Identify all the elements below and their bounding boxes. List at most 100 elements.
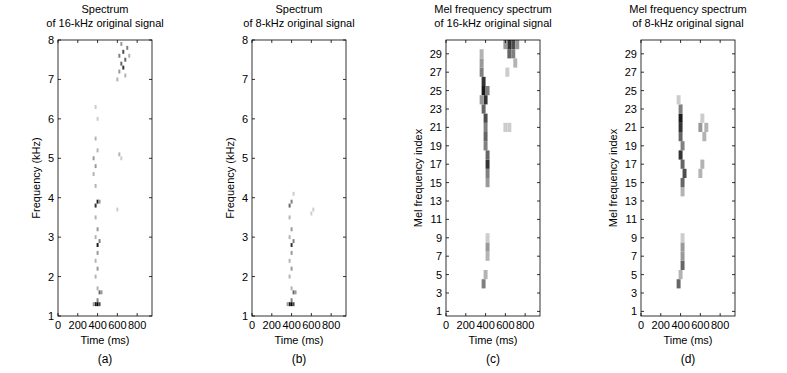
- y-tick: [537, 53, 540, 54]
- y-tick: [446, 109, 449, 110]
- y-tick: [732, 256, 735, 257]
- y-tick: [446, 219, 449, 220]
- y-tick: [641, 182, 644, 183]
- cell: [97, 302, 99, 306]
- title-line: Mel frequency spectrum: [629, 3, 746, 15]
- cell: [484, 123, 488, 132]
- x-tick-label: 600: [302, 319, 320, 331]
- y-tick: [252, 40, 255, 41]
- y-tick-label: 11: [431, 213, 442, 225]
- y-tick: [641, 53, 644, 54]
- cell: [289, 204, 291, 208]
- x-tick: [137, 40, 138, 43]
- cell: [679, 104, 683, 113]
- cell: [681, 141, 685, 150]
- x-tick: [700, 313, 701, 316]
- y-tick: [537, 145, 540, 146]
- cell: [482, 77, 486, 86]
- x-tick: [97, 40, 98, 43]
- cell: [681, 187, 685, 196]
- y-tick: [732, 274, 735, 275]
- cell: [507, 40, 511, 49]
- y-tick-label: 21: [625, 121, 637, 133]
- cell: [484, 95, 488, 104]
- cell: [679, 150, 683, 159]
- cell: [95, 259, 97, 263]
- cell: [291, 227, 293, 231]
- cell: [95, 275, 97, 279]
- x-tick-label: 800: [322, 319, 340, 331]
- cell: [486, 86, 490, 95]
- cell: [289, 302, 291, 306]
- y-tick: [537, 311, 540, 312]
- cell: [97, 298, 99, 302]
- x-tick: [77, 313, 78, 316]
- cell: [482, 279, 486, 288]
- y-tick: [537, 219, 540, 220]
- x-tick: [680, 313, 681, 316]
- cell: [289, 259, 291, 263]
- panel: 02004006008001357911131517192123252729Ti…: [412, 3, 552, 366]
- x-tick: [77, 40, 78, 43]
- cell: [293, 290, 295, 294]
- x-tick: [58, 40, 59, 43]
- y-tick: [641, 311, 644, 312]
- x-tick: [485, 40, 486, 43]
- y-tick-label: 4: [242, 192, 248, 204]
- y-tick: [732, 145, 735, 146]
- cell: [95, 215, 97, 219]
- cell: [291, 286, 293, 290]
- cell: [118, 54, 120, 58]
- cell: [681, 261, 685, 270]
- cell: [95, 184, 97, 188]
- y-axis-title: Frequency (kHz): [224, 137, 236, 218]
- cells: [480, 40, 520, 288]
- y-tick: [252, 79, 255, 80]
- cell: [122, 66, 124, 70]
- cell: [291, 243, 293, 247]
- cell: [118, 70, 120, 74]
- y-tick-label: 4: [48, 192, 54, 204]
- x-tick: [465, 40, 466, 43]
- cell: [486, 252, 490, 261]
- x-tick: [331, 40, 332, 43]
- y-tick: [446, 274, 449, 275]
- y-tick: [149, 158, 152, 159]
- y-tick-label: 5: [436, 269, 442, 281]
- y-tick-label: 3: [242, 231, 248, 243]
- x-tick: [97, 313, 98, 316]
- x-tick-label: 200: [263, 319, 281, 331]
- x-tick: [331, 313, 332, 316]
- y-tick: [732, 293, 735, 294]
- cell: [482, 104, 486, 113]
- figure: 020040060080012345678Time (ms)Frequency …: [0, 0, 787, 373]
- x-tick: [252, 40, 253, 43]
- cell: [99, 290, 101, 294]
- x-tick: [446, 313, 447, 316]
- cell: [700, 160, 704, 169]
- x-tick: [641, 313, 642, 316]
- y-tick: [446, 311, 449, 312]
- cell: [683, 169, 687, 178]
- y-tick: [537, 182, 540, 183]
- y-tick: [58, 118, 61, 119]
- y-tick-label: 5: [631, 269, 637, 281]
- x-tick-label: 0: [55, 319, 61, 331]
- y-tick: [641, 72, 644, 73]
- cell: [486, 233, 490, 242]
- y-tick: [537, 127, 540, 128]
- y-tick: [641, 237, 644, 238]
- cell: [93, 302, 95, 306]
- x-tick-label: 400: [671, 319, 689, 331]
- y-tick-label: 1: [436, 305, 442, 317]
- y-tick: [343, 40, 346, 41]
- y-tick-label: 6: [48, 113, 54, 125]
- y-tick-label: 5: [242, 152, 248, 164]
- y-tick-label: 13: [430, 195, 442, 207]
- x-tick-label: 200: [457, 319, 475, 331]
- y-tick-label: 8: [242, 34, 248, 46]
- y-tick-label: 2: [48, 271, 54, 283]
- y-tick: [446, 182, 449, 183]
- y-tick: [149, 40, 152, 41]
- y-tick: [732, 90, 735, 91]
